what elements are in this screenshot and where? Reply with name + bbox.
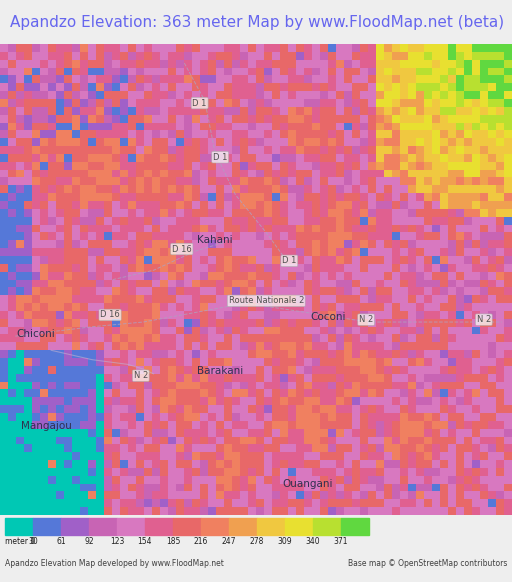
Text: meter 0: meter 0 (5, 537, 35, 546)
Bar (5, 519, 33, 535)
Text: D 1: D 1 (193, 98, 207, 108)
Text: D 1: D 1 (282, 256, 296, 265)
Bar (201, 519, 229, 535)
Text: Kahani: Kahani (197, 235, 233, 244)
Bar (145, 519, 173, 535)
Bar (285, 519, 313, 535)
Text: 30: 30 (28, 537, 38, 546)
Text: Apandzo Elevation: 363 meter Map by www.FloodMap.net (beta): Apandzo Elevation: 363 meter Map by www.… (10, 15, 504, 30)
Text: 123: 123 (110, 537, 124, 546)
Text: Ouangani: Ouangani (282, 480, 332, 489)
Text: Base map © OpenStreetMap contributors: Base map © OpenStreetMap contributors (348, 559, 507, 568)
Text: D 1: D 1 (213, 152, 227, 162)
Text: 185: 185 (166, 537, 180, 546)
Text: 309: 309 (278, 537, 292, 546)
Text: 61: 61 (56, 537, 66, 546)
Text: Barakani: Barakani (197, 367, 243, 377)
Text: 216: 216 (194, 537, 208, 546)
Bar (33, 519, 61, 535)
Bar (61, 519, 89, 535)
Text: D 16: D 16 (172, 244, 191, 254)
Bar (257, 519, 285, 535)
Bar (89, 519, 117, 535)
Text: 247: 247 (222, 537, 236, 546)
Text: N 2: N 2 (134, 371, 148, 380)
Bar (173, 519, 201, 535)
Bar (229, 519, 257, 535)
Text: Coconi: Coconi (310, 313, 346, 322)
Text: N 2: N 2 (359, 315, 373, 324)
Text: D 16: D 16 (100, 310, 120, 320)
Text: Route Nationale 2: Route Nationale 2 (228, 296, 304, 306)
Bar (340, 519, 369, 535)
Bar (117, 519, 145, 535)
Text: 340: 340 (305, 537, 320, 546)
Text: 92: 92 (84, 537, 94, 546)
Bar (313, 519, 340, 535)
Text: Mangajou: Mangajou (20, 421, 72, 431)
Text: Chiconi: Chiconi (16, 329, 55, 339)
Text: Apandzo Elevation Map developed by www.FloodMap.net: Apandzo Elevation Map developed by www.F… (5, 559, 224, 568)
Text: 154: 154 (138, 537, 152, 546)
Text: N 2: N 2 (477, 315, 491, 324)
Text: 371: 371 (333, 537, 348, 546)
Text: 278: 278 (250, 537, 264, 546)
